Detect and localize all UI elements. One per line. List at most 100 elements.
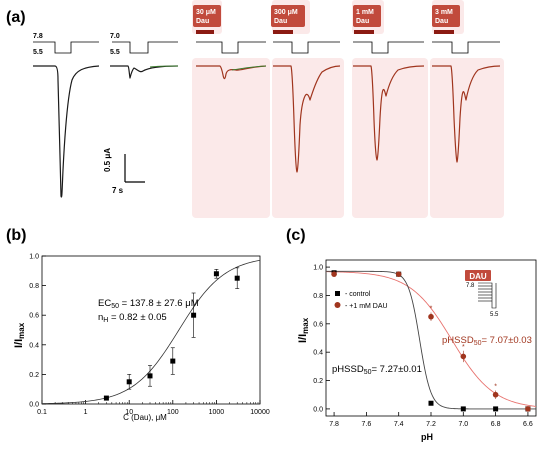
y-tick-label-c: 0.8	[313, 293, 323, 300]
trace-halos	[192, 0, 504, 218]
trace-dau-1mM	[353, 65, 425, 161]
x-axis-label-c: pH	[421, 432, 433, 442]
y-tick-label-c: 0.4	[313, 350, 323, 357]
fit-curve-dau	[325, 271, 537, 407]
y-tick-label-c: 0.2	[313, 378, 323, 385]
data-point-b	[170, 358, 176, 364]
y-tick-label-b: 0.8	[29, 283, 39, 290]
annotation-control: pHSSD50= 7.27±0.01	[332, 364, 422, 376]
ph-step-trace-6	[432, 41, 500, 54]
panel-label-b: (b)	[6, 227, 26, 244]
x-tick-label-c: 6.8	[491, 421, 501, 428]
data-point-control	[428, 400, 434, 406]
fit-curve-b	[41, 259, 261, 405]
x-tick-label-b: 1	[84, 409, 88, 416]
dau-bar-1mM	[354, 30, 374, 34]
trace-control-7-0	[110, 65, 179, 79]
y-axis-label-c: I/Imax	[297, 317, 310, 343]
data-point-dau	[460, 353, 467, 360]
inset-ph-low: 5.5	[490, 312, 499, 318]
dau-labels: 30 μM Dau 300 μM Dau 1 mM Dau 3 mM Dau	[193, 5, 460, 27]
legend-label-control: - control	[345, 291, 371, 298]
legend-label-dau: - +1 mM DAU	[345, 303, 388, 310]
scale-bars	[124, 154, 145, 183]
significance-star: *	[494, 383, 497, 390]
ph-step-trace-1	[33, 41, 99, 54]
current-traces	[33, 65, 501, 198]
ph-label-5-5: 5.5	[33, 49, 43, 56]
legend-marker-control	[335, 291, 340, 296]
y-tick-label-c: 0.6	[313, 321, 323, 328]
ph-step-trace-4	[273, 41, 340, 54]
panel-label-c: (c)	[286, 227, 306, 244]
ph-step-trace-2	[112, 41, 178, 54]
y-tick-label-c: 0.0	[313, 406, 323, 413]
trace-secondary-7-0	[149, 65, 179, 68]
dau-label-300uM: 300 μM Dau	[274, 9, 298, 25]
y-tick-label-b: 0.4	[29, 342, 39, 349]
significance-star: *	[462, 344, 465, 351]
y-tick-label-b: 0.0	[29, 402, 39, 409]
panel-a: (a) 7.8 5.5 7.0 5.5	[6, 0, 504, 218]
axes-c: 7.8 7.6 7.4 7.2 7.0 6.8 6.6 0.0 0.2 0.4 0.6 0.8 1.0	[313, 265, 533, 428]
x-tick-label-b: 10000	[250, 409, 270, 416]
x-tick-label-c: 7.4	[394, 421, 404, 428]
data-point-b	[234, 275, 240, 281]
data-point-dau	[331, 271, 337, 277]
data-point-dau	[428, 313, 434, 320]
dau-bar-3mM	[434, 30, 454, 34]
plot-frame-b	[41, 255, 261, 405]
ph-protocol	[33, 41, 500, 54]
ph-label-7-0: 7.0	[110, 33, 120, 40]
data-point-dau	[395, 271, 402, 277]
dau-bar-30uM	[196, 30, 214, 34]
y-tick-label-b: 1.0	[29, 254, 39, 261]
y-tick-label-b: 0.2	[29, 372, 39, 379]
axes-b: 0.1 1 10 100 1000 10000 0.0 0.2 0.4 0.6 0.8 1.0	[29, 254, 270, 417]
ph-step-trace-5	[353, 41, 424, 54]
x-tick-label-c: 7.6	[362, 421, 372, 428]
data-point-b	[191, 312, 197, 318]
ph-step-trace-3	[196, 41, 266, 54]
scale-time-label: 7 s	[112, 186, 124, 195]
x-tick-label-b: 100	[167, 409, 179, 416]
dau-bar-300uM	[273, 30, 293, 34]
x-tick-label-c: 7.8	[329, 421, 339, 428]
data-point-b	[147, 373, 153, 379]
trace-dau-30uM	[196, 65, 267, 80]
x-tick-label-c: 6.6	[523, 421, 533, 428]
legend-c: - control - +1 mM DAU	[334, 291, 388, 310]
x-tick-label-c: 7.0	[458, 421, 468, 428]
data-point-control	[493, 406, 499, 412]
dau-bars	[196, 30, 454, 34]
dau-label-30uM: 30 μM Dau	[196, 9, 216, 25]
dau-label-1mM: 1 mM Dau	[356, 9, 374, 25]
inset-protocol: DAU 7.8 5.5	[465, 270, 499, 318]
data-point-b	[103, 395, 109, 401]
annotation-ec50: EC50 = 137.8 ± 27.6 μM	[98, 298, 199, 310]
inset-ph-high: 7.8	[466, 283, 475, 289]
trace-dau-3mM	[432, 65, 501, 163]
annotation-dau: pHSSD50= 7.07±0.03	[442, 335, 532, 347]
scale-current-label: 0.5 μA	[103, 148, 112, 172]
data-point-b	[126, 379, 132, 385]
data-points-b	[103, 267, 240, 401]
fit-curve-control	[326, 270, 536, 410]
x-tick-label-b: 10	[125, 409, 133, 416]
legend-marker-dau	[334, 302, 341, 308]
data-points-c: * * *	[331, 270, 531, 412]
x-tick-label-c: 7.2	[426, 421, 436, 428]
data-point-dau	[492, 391, 499, 398]
trace-control-7-8	[33, 65, 100, 198]
trace-dau-30uM-green	[231, 65, 267, 71]
x-tick-label-b: 0.1	[37, 409, 47, 416]
panel-label-a: (a)	[6, 9, 26, 26]
inset-label-dau: DAU	[469, 272, 487, 281]
x-tick-label-b: 1000	[209, 409, 225, 416]
ph-label-7-8: 7.8	[33, 33, 43, 40]
significance-star: *	[430, 305, 433, 312]
data-point-b	[213, 271, 219, 277]
dau-label-3mM: 3 mM Dau	[435, 9, 453, 25]
trace-dau-300uM	[273, 65, 341, 173]
